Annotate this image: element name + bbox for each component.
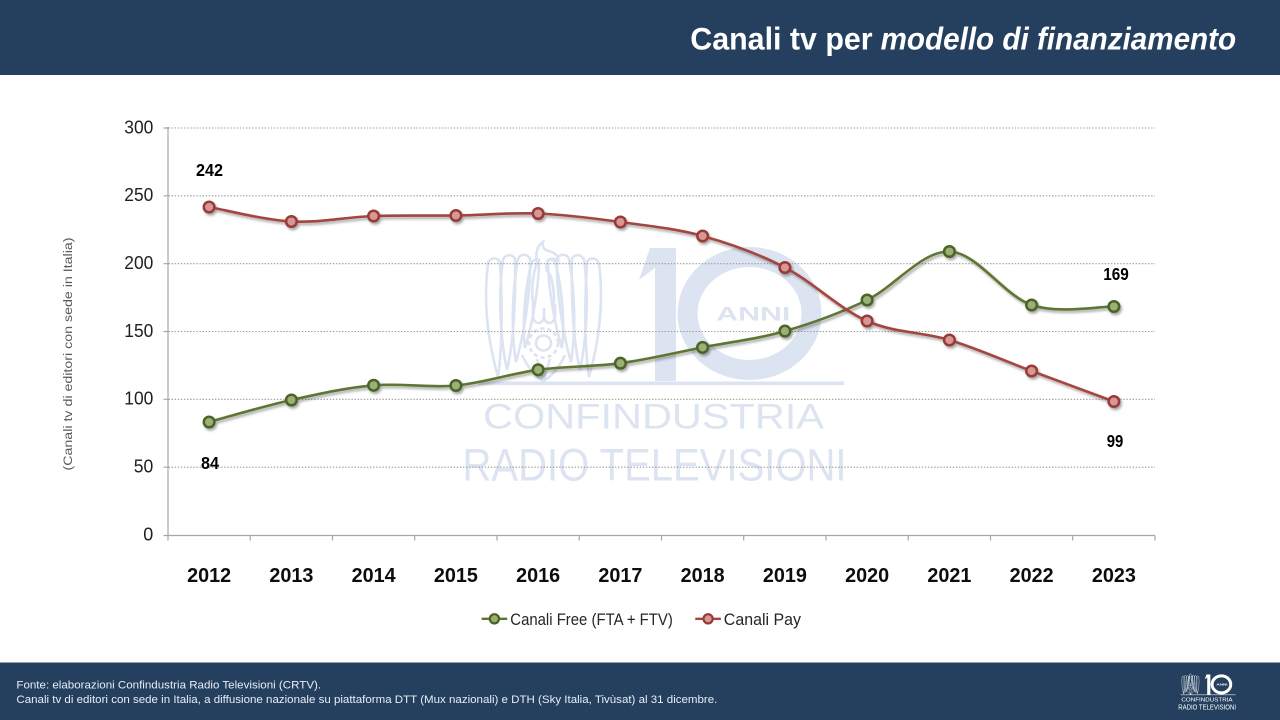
svg-text:2016: 2016 xyxy=(516,564,560,587)
svg-text:2018: 2018 xyxy=(681,564,725,587)
svg-text:Fonte: elaborazioni Confindust: Fonte: elaborazioni Confindustria Radio … xyxy=(16,680,321,692)
svg-text:2012: 2012 xyxy=(187,564,231,587)
svg-text:2021: 2021 xyxy=(927,564,971,587)
svg-text:2020: 2020 xyxy=(845,564,889,587)
svg-text:2019: 2019 xyxy=(763,564,807,587)
svg-text:99: 99 xyxy=(1107,431,1124,451)
svg-text:Canali tv per: Canali tv per xyxy=(690,21,872,56)
svg-text:modello di finanziamento: modello di finanziamento xyxy=(881,21,1237,56)
svg-text:(Canali tv di editori con sede: (Canali tv di editori con sede in Italia… xyxy=(63,237,75,470)
svg-text:169: 169 xyxy=(1103,264,1129,284)
svg-text:0: 0 xyxy=(143,523,153,544)
svg-text:100: 100 xyxy=(124,388,153,409)
svg-text:2023: 2023 xyxy=(1092,564,1136,587)
svg-text:2013: 2013 xyxy=(269,564,313,587)
svg-text:2017: 2017 xyxy=(598,564,642,587)
svg-text:Canali tv di editori con sede: Canali tv di editori con sede in Italia,… xyxy=(16,694,717,706)
svg-text:84: 84 xyxy=(201,453,219,473)
svg-text:300: 300 xyxy=(124,116,153,137)
svg-text:2015: 2015 xyxy=(434,564,478,587)
svg-text:Canali Free (FTA + FTV): Canali Free (FTA + FTV) xyxy=(510,611,673,629)
svg-text:50: 50 xyxy=(134,456,154,477)
svg-text:250: 250 xyxy=(124,184,153,205)
svg-text:242: 242 xyxy=(196,160,223,180)
svg-text:150: 150 xyxy=(124,320,153,341)
svg-text:2022: 2022 xyxy=(1010,564,1054,587)
svg-text:2014: 2014 xyxy=(352,564,397,587)
svg-text:Canali Pay: Canali Pay xyxy=(724,611,802,629)
svg-text:200: 200 xyxy=(124,252,153,273)
